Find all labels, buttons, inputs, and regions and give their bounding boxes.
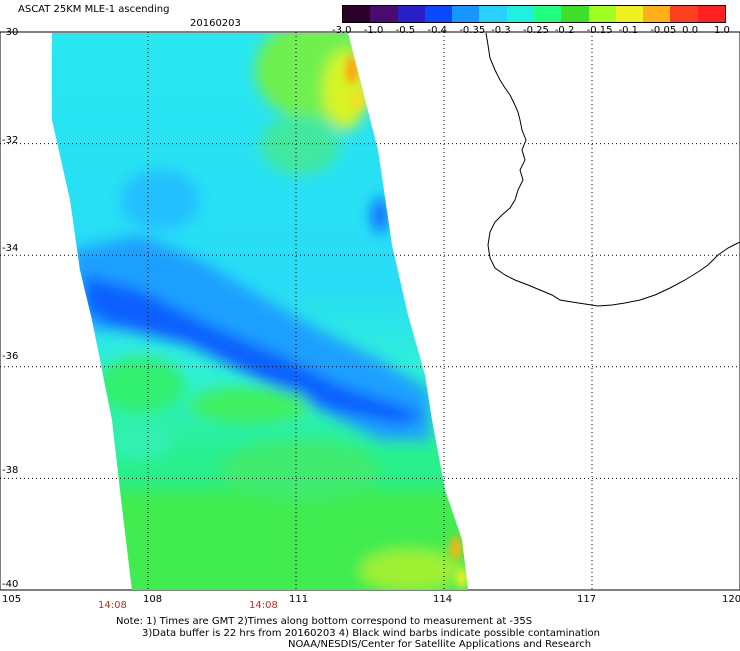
swath-time: 14:08 (98, 600, 127, 611)
y-tick-label: -32 (2, 135, 19, 146)
colorbar-label: -0.35 (459, 25, 486, 36)
colorbar-label: -0.5 (395, 25, 416, 36)
y-tick-label: -30 (2, 27, 19, 38)
swath-time: 14:08 (249, 600, 278, 611)
colorbar-segment (643, 6, 671, 22)
colorbar (342, 5, 726, 23)
x-tick-label: 117 (577, 594, 597, 605)
colorbar-segment (479, 6, 507, 22)
x-tick-label: 105 (2, 594, 22, 605)
x-tick-label: 108 (143, 594, 163, 605)
colorbar-label: -3.0 (332, 25, 352, 36)
colorbar-label: -0.3 (491, 25, 511, 36)
colorbar-segment (370, 6, 398, 22)
x-tick-label: 114 (433, 594, 453, 605)
colorbar-segment (697, 6, 725, 22)
colorbar-segment (397, 6, 425, 22)
colorbar-label: -0.2 (554, 25, 575, 36)
australia-coastline (485, 32, 740, 307)
map-title: ASCAT 25KM MLE-1 ascending (18, 4, 170, 15)
colorbar-label: -0.4 (427, 25, 448, 36)
colorbar-label: -0.15 (586, 25, 613, 36)
note-line-2: 3)Data buffer is 22 hrs from 20160203 4)… (142, 628, 600, 639)
colorbar-label: -0.1 (618, 25, 639, 36)
note-line-3: NOAA/NESDIS/Center for Satellite Applica… (288, 639, 592, 650)
colorbar-label: -0.05 (650, 25, 677, 36)
colorbar-label: 1.0 (714, 25, 730, 36)
colorbar-label: 0.0 (682, 25, 699, 36)
colorbar-segment (424, 6, 453, 22)
y-tick-label: -40 (2, 579, 19, 590)
y-tick-label: -38 (2, 465, 19, 476)
lat-lon-grid (0, 32, 740, 590)
wind-swath (52, 33, 468, 590)
colorbar-segment (670, 6, 698, 22)
colorbar-segment (561, 6, 589, 22)
y-tick-label: -34 (2, 243, 19, 254)
colorbar-segment (343, 6, 371, 22)
colorbar-label: -0.25 (523, 25, 549, 36)
map-date: 20160203 (190, 18, 241, 29)
x-tick-label: 111 (289, 594, 309, 605)
x-tick-label: 120 (722, 594, 740, 605)
y-tick-label: -36 (2, 351, 19, 362)
colorbar-label: -1.0 (363, 25, 384, 36)
colorbar-segment (615, 6, 644, 22)
colorbar-segment (588, 6, 616, 22)
colorbar-segment (452, 6, 480, 22)
colorbar-segment (506, 6, 534, 22)
note-line-1: Note: 1) Times are GMT 2)Times along bot… (116, 616, 533, 627)
colorbar-segment (533, 6, 562, 22)
